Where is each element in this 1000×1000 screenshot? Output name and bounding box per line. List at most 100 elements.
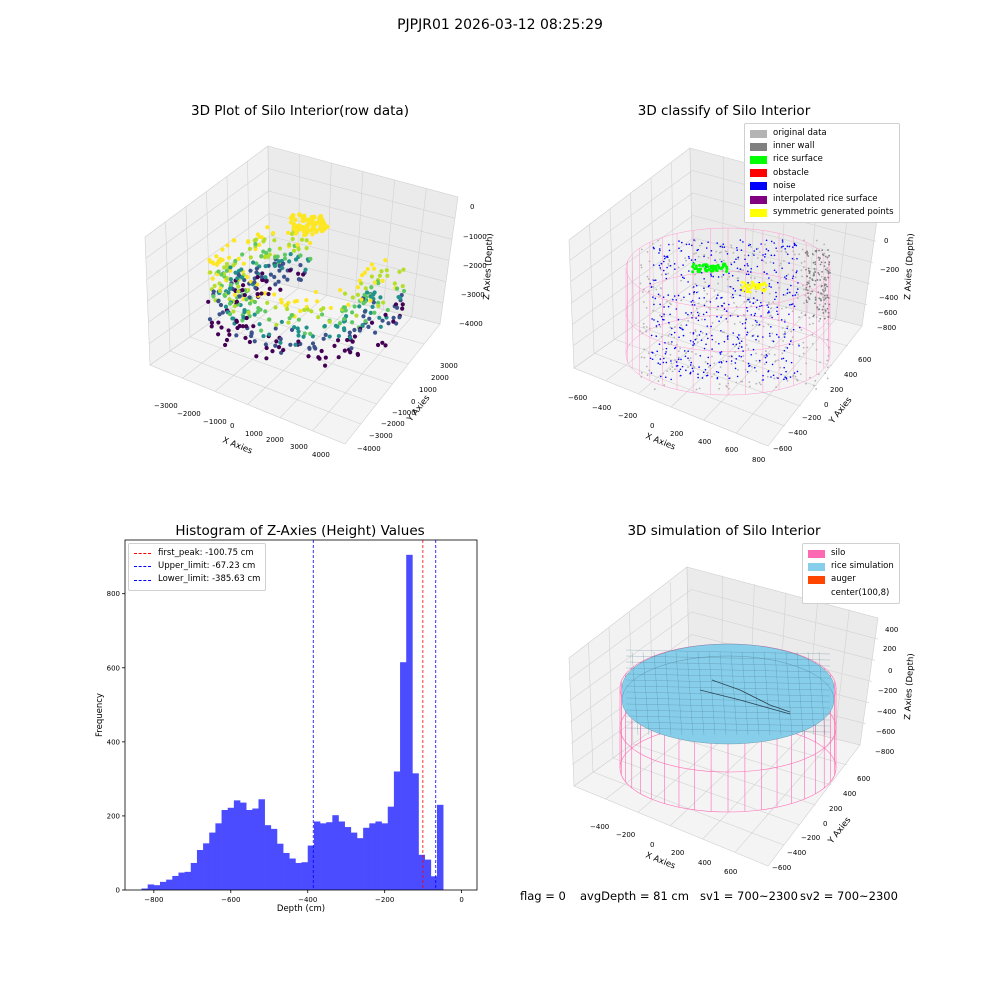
classified-point xyxy=(641,291,644,293)
data-point xyxy=(235,276,240,281)
classified-point xyxy=(802,288,805,291)
classified-point xyxy=(689,331,692,334)
data-point xyxy=(208,259,213,264)
classified-point xyxy=(762,336,764,338)
data-point xyxy=(244,324,249,329)
classified-point xyxy=(709,265,713,269)
classified-point xyxy=(780,358,783,360)
classified-point xyxy=(680,327,682,330)
data-point xyxy=(259,328,264,333)
classified-point xyxy=(743,264,746,267)
classified-point xyxy=(687,313,689,316)
classified-point xyxy=(790,284,792,287)
surface-mesh-line xyxy=(774,651,782,736)
data-point xyxy=(252,276,257,281)
classified-point xyxy=(718,320,720,322)
classified-point xyxy=(680,279,683,282)
data-point xyxy=(294,228,300,234)
data-point xyxy=(267,317,272,322)
classified-point xyxy=(711,348,713,350)
data-point xyxy=(270,231,276,236)
data-point xyxy=(224,261,230,267)
classified-point xyxy=(705,263,709,267)
classified-point xyxy=(761,259,763,261)
classified-point xyxy=(814,271,817,274)
classified-point xyxy=(701,332,704,334)
data-point xyxy=(276,345,282,350)
classified-point xyxy=(782,259,785,262)
classified-point xyxy=(736,246,738,249)
data-point xyxy=(219,272,224,277)
classified-point xyxy=(744,322,747,324)
data-point xyxy=(328,305,333,311)
classified-point xyxy=(815,267,818,270)
classified-point xyxy=(790,303,793,306)
histogram-bar xyxy=(375,821,382,890)
classified-point xyxy=(690,259,693,261)
classified-point xyxy=(689,371,692,374)
classified-point xyxy=(735,343,738,346)
classified-point xyxy=(807,292,809,295)
classified-point xyxy=(685,259,687,262)
data-point xyxy=(278,297,284,303)
classified-point xyxy=(724,264,727,267)
classified-point xyxy=(825,279,827,281)
classified-point xyxy=(641,332,644,335)
classified-point xyxy=(745,290,749,294)
classified-point xyxy=(823,317,826,320)
classified-point xyxy=(811,333,814,336)
data-point xyxy=(287,242,292,247)
classified-point xyxy=(777,377,779,379)
classified-point xyxy=(693,342,696,345)
classified-point xyxy=(650,286,653,288)
data-point xyxy=(319,348,324,354)
classified-point xyxy=(792,374,795,377)
classified-point xyxy=(793,244,796,247)
data-point xyxy=(222,274,227,279)
classified-point xyxy=(670,343,673,345)
data-point xyxy=(241,261,246,266)
classified-point xyxy=(696,341,699,344)
data-point xyxy=(246,239,251,244)
data-point xyxy=(263,263,268,269)
classified-point xyxy=(797,293,800,296)
classified-point xyxy=(803,302,805,305)
data-point xyxy=(260,277,265,283)
classified-point xyxy=(669,368,672,371)
classified-point xyxy=(693,291,695,294)
classified-point xyxy=(684,355,687,358)
data-point xyxy=(368,294,373,299)
data-point xyxy=(342,348,347,353)
classified-point xyxy=(745,344,748,346)
data-point xyxy=(301,228,307,234)
classified-point xyxy=(755,370,758,373)
classified-point xyxy=(717,305,719,308)
classified-point xyxy=(812,322,814,325)
classified-point xyxy=(780,373,782,376)
data-point xyxy=(240,313,245,318)
data-point xyxy=(359,297,364,302)
data-point xyxy=(215,272,220,277)
data-point xyxy=(357,298,363,303)
classified-point xyxy=(794,243,796,246)
data-point xyxy=(377,273,383,278)
classified-point xyxy=(762,374,764,377)
data-point xyxy=(369,285,374,290)
classified-point xyxy=(768,353,771,355)
classified-point xyxy=(710,334,713,337)
classified-point xyxy=(746,283,750,287)
classified-point xyxy=(763,363,766,366)
classified-point xyxy=(692,332,695,335)
classified-point xyxy=(717,276,720,278)
classified-point xyxy=(723,331,726,334)
histogram-bar xyxy=(221,810,229,890)
classified-point xyxy=(738,355,741,357)
classified-point xyxy=(682,334,685,337)
data-point xyxy=(310,226,315,232)
classified-point xyxy=(767,370,770,373)
data-point xyxy=(210,276,215,281)
classified-point xyxy=(679,368,682,371)
data-point xyxy=(224,278,229,283)
classified-point xyxy=(667,294,670,296)
data-point xyxy=(357,278,362,283)
